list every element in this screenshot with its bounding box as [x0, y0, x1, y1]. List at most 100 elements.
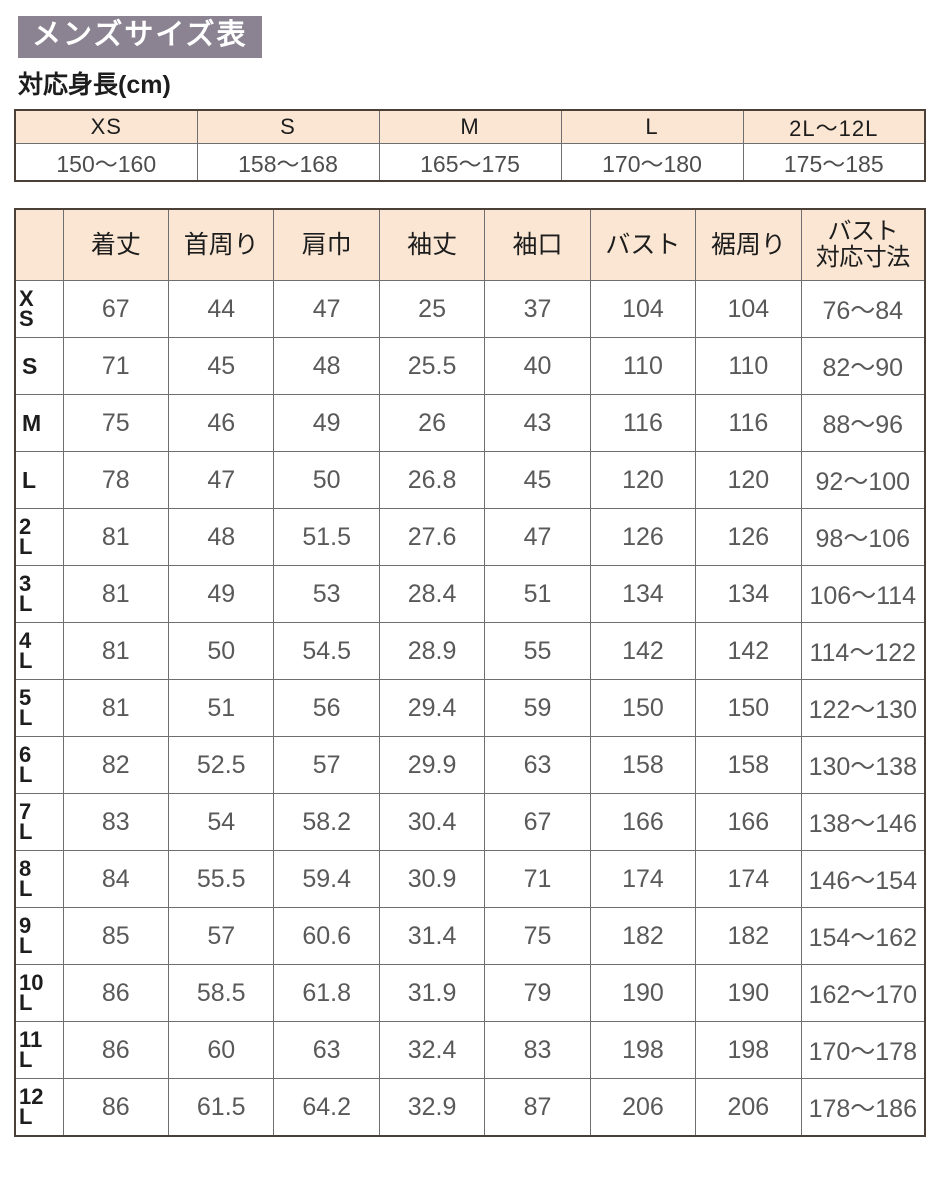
- measurement-cell: 46: [168, 394, 275, 453]
- measurement-header-line: 着丈: [90, 231, 141, 260]
- measurement-cell: 81: [62, 565, 170, 624]
- measurement-cell: 166: [695, 793, 802, 852]
- measurement-cell: 55.5: [168, 850, 275, 909]
- measurement-cell: 106〜114: [800, 565, 926, 624]
- measurement-cell: 54: [168, 793, 275, 852]
- measurement-header-1: 着丈: [62, 208, 170, 282]
- measurement-cell: 58.5: [168, 964, 275, 1023]
- row-size-line: L: [19, 648, 33, 674]
- row-size-line: 10: [19, 969, 44, 995]
- table-row: 4 L 81 50 54.5 28.9 55 142 142 114〜122: [14, 622, 926, 681]
- measurement-cell: 86: [62, 964, 170, 1023]
- measurement-cell: 30.4: [378, 793, 486, 852]
- table-row: 5 L 81 51 56 29.4 59 150 150 122〜130: [14, 679, 926, 738]
- measurement-header-line: 袖丈: [407, 231, 458, 260]
- measurement-cell: 82〜90: [800, 337, 926, 396]
- measurement-cell: 58.2: [273, 793, 380, 852]
- height-size-header: L: [560, 109, 744, 145]
- measurement-cell: 54.5: [273, 622, 380, 681]
- row-size-line: 5: [19, 684, 32, 710]
- measurement-cell: 40: [484, 337, 591, 396]
- measurement-header-5: 袖口: [484, 208, 591, 282]
- row-size-line: L: [19, 933, 33, 959]
- measurement-cell: 120: [695, 451, 802, 510]
- measurement-header-line: 首周り: [183, 231, 259, 260]
- measurement-cell: 51: [484, 565, 591, 624]
- measurement-cell: 53: [273, 565, 380, 624]
- row-size-line: L: [19, 534, 33, 560]
- row-size-line: L: [19, 705, 33, 731]
- measurement-cell: 56: [273, 679, 380, 738]
- measurement-cell: 120: [589, 451, 697, 510]
- measurement-cell: 116: [695, 394, 802, 453]
- measurement-cell: 60.6: [273, 907, 380, 966]
- measurement-cell: 158: [695, 736, 802, 795]
- measurement-cell: 104: [589, 280, 697, 339]
- height-range-cell: 158〜168: [196, 143, 380, 182]
- measurement-cell: 76〜84: [800, 280, 926, 339]
- measurement-header-line: 袖口: [512, 231, 563, 260]
- measurement-cell: 43: [484, 394, 591, 453]
- measurement-cell: 63: [484, 736, 591, 795]
- measurement-cell: 206: [589, 1078, 697, 1137]
- table-row: M 75 46 49 26 43 116 116 88〜96: [14, 394, 926, 453]
- row-size-line: L: [19, 990, 33, 1016]
- measurement-cell: 150: [695, 679, 802, 738]
- row-size-label: 12 L: [14, 1078, 64, 1137]
- row-size-line: L: [19, 591, 33, 617]
- table-row: 9 L 85 57 60.6 31.4 75 182 182 154〜162: [14, 907, 926, 966]
- measurement-cell: 27.6: [378, 508, 486, 567]
- measurement-cell: 51.5: [273, 508, 380, 567]
- table-row: S 71 45 48 25.5 40 110 110 82〜90: [14, 337, 926, 396]
- measurement-cell: 126: [589, 508, 697, 567]
- height-size-header: S: [196, 109, 380, 145]
- measurement-header-line: 肩巾: [301, 231, 352, 260]
- measurement-cell: 81: [62, 508, 170, 567]
- row-size-stack: 11 L: [16, 1026, 63, 1072]
- table-row: L 78 47 50 26.8 45 120 120 92〜100: [14, 451, 926, 510]
- measurement-cell: 83: [62, 793, 170, 852]
- measurement-cell: 60: [168, 1021, 275, 1080]
- measurement-cell: 50: [168, 622, 275, 681]
- measurement-cell: 81: [62, 679, 170, 738]
- row-size-line: S: [22, 352, 38, 379]
- row-size-line: L: [19, 1104, 33, 1130]
- measurement-cell: 85: [62, 907, 170, 966]
- row-size-line: 4: [19, 627, 32, 653]
- measurement-cell: 154〜162: [800, 907, 926, 966]
- measurement-cell: 182: [695, 907, 802, 966]
- row-size-line: L: [19, 762, 33, 788]
- row-size-line: S: [19, 306, 34, 332]
- measurement-cell: 67: [484, 793, 591, 852]
- measurement-cell: 166: [589, 793, 697, 852]
- measurement-cell: 59: [484, 679, 591, 738]
- row-size-line: 11: [19, 1026, 43, 1052]
- table-row: 2 L 81 48 51.5 27.6 47 126 126 98〜106: [14, 508, 926, 567]
- measurement-cell: 134: [695, 565, 802, 624]
- table-row: 7 L 83 54 58.2 30.4 67 166 166 138〜146: [14, 793, 926, 852]
- measurement-header-7: 裾周り: [695, 208, 802, 282]
- measurement-cell: 79: [484, 964, 591, 1023]
- row-size-line: L: [22, 466, 37, 493]
- measurement-cell: 87: [484, 1078, 591, 1137]
- measurement-cell: 57: [168, 907, 275, 966]
- measurement-cell: 25.5: [378, 337, 486, 396]
- row-size-line: M: [22, 409, 42, 436]
- row-size-label: 10 L: [14, 964, 64, 1023]
- measurement-cell: 92〜100: [800, 451, 926, 510]
- measurement-cell: 182: [589, 907, 697, 966]
- height-range-cell: 175〜185: [742, 143, 926, 182]
- measurement-cell: 146〜154: [800, 850, 926, 909]
- table-row: 8 L 84 55.5 59.4 30.9 71 174 174 146〜154: [14, 850, 926, 909]
- measurement-cell: 178〜186: [800, 1078, 926, 1137]
- measurement-cell: 114〜122: [800, 622, 926, 681]
